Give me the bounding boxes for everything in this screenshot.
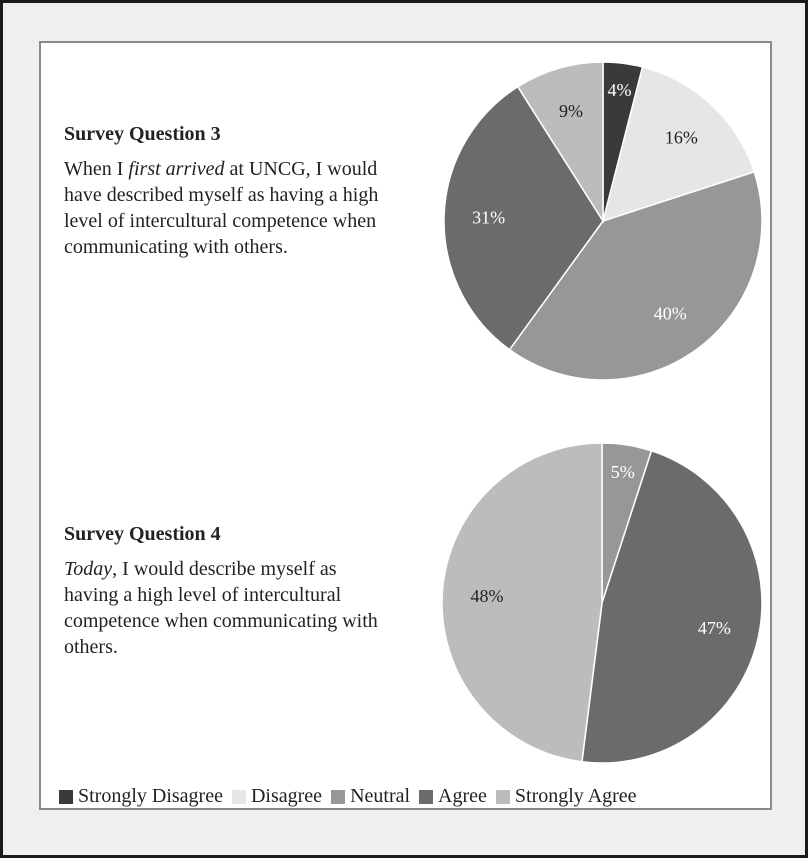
legend-swatch	[59, 789, 73, 804]
pie-slice	[581, 449, 763, 764]
pie-chart-3: 4% 16% 40% 31% 9%	[443, 61, 763, 381]
legend: Strongly Disagree Disagree Neutral Agree Str…	[59, 785, 646, 808]
slice-label: 16%	[665, 128, 698, 148]
pie-slice	[516, 61, 604, 224]
slice-label: 4%	[608, 80, 632, 100]
legend-label: Strongly Disagree	[78, 785, 223, 807]
legend-swatch	[495, 789, 510, 804]
question-4-text-after: , I would describe myself as having a hi…	[64, 558, 378, 658]
question-3-text: When I first arrived at UNCG, I would ha…	[64, 156, 384, 260]
question-4-block: Survey Question 4 Today, I would describ…	[64, 523, 384, 660]
pie-slice	[441, 442, 603, 763]
question-3-text-before: When I	[64, 158, 129, 180]
figure-panel: Survey Question 3 When I first arrived a…	[39, 41, 772, 810]
question-4-text-emph: Today	[64, 558, 113, 580]
slice-label: 48%	[471, 586, 504, 606]
legend-item: Neutral	[331, 785, 410, 808]
slice-label: 5%	[611, 462, 635, 482]
slice-label: 9%	[559, 101, 583, 121]
question-3-block: Survey Question 3 When I first arrived a…	[64, 123, 384, 260]
question-4-text: Today, I would describe myself as having…	[64, 556, 384, 660]
legend-label: Disagree	[250, 785, 323, 807]
slice-label: 31%	[472, 207, 505, 227]
legend-label: Neutral	[350, 785, 411, 807]
pie-charts: 4% 16% 40% 31% 9% 5% 47% 48%	[441, 61, 763, 764]
legend-label: Agree	[438, 785, 487, 807]
pie-slice	[443, 85, 604, 351]
slice-label: 47%	[698, 618, 731, 638]
question-3-text-after: at UNCG, I would have described myself a…	[64, 158, 379, 258]
legend-item: Strongly Agree	[495, 785, 637, 808]
pie-chart-4: 5% 47% 48%	[441, 442, 763, 764]
question-3-text-emph: first arrived	[128, 158, 225, 180]
legend-swatch	[231, 789, 246, 804]
legend-swatch	[419, 789, 434, 804]
question-4-title: Survey Question 4	[64, 523, 221, 545]
pie-slice	[508, 170, 763, 381]
slice-label: 40%	[654, 304, 687, 324]
legend-swatch	[331, 789, 346, 804]
legend-item: Disagree	[231, 785, 323, 808]
pie-slice	[601, 66, 756, 223]
legend-label: Strongly Agree	[514, 785, 637, 807]
legend-item: Strongly Disagree	[59, 785, 223, 808]
legend-item: Agree	[419, 785, 487, 808]
question-3-title: Survey Question 3	[64, 123, 221, 145]
